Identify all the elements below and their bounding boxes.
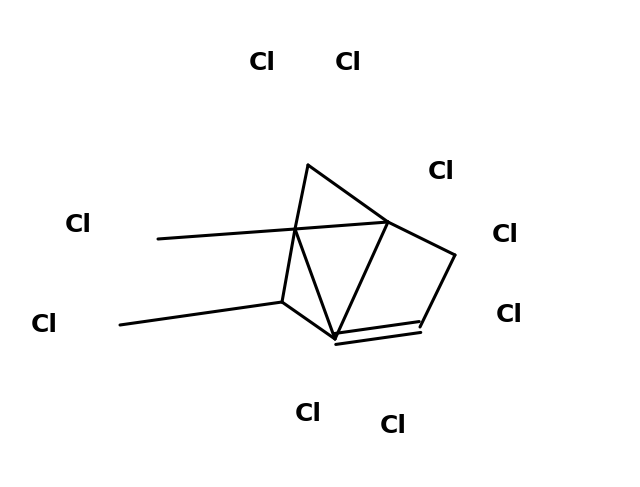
Text: Cl: Cl [248, 51, 275, 75]
Text: Cl: Cl [335, 51, 362, 75]
Text: Cl: Cl [65, 213, 92, 237]
Text: Cl: Cl [294, 402, 321, 426]
Text: Cl: Cl [380, 414, 406, 438]
Text: Cl: Cl [496, 303, 523, 327]
Text: Cl: Cl [31, 313, 58, 337]
Text: Cl: Cl [428, 160, 455, 184]
Text: Cl: Cl [492, 223, 519, 247]
